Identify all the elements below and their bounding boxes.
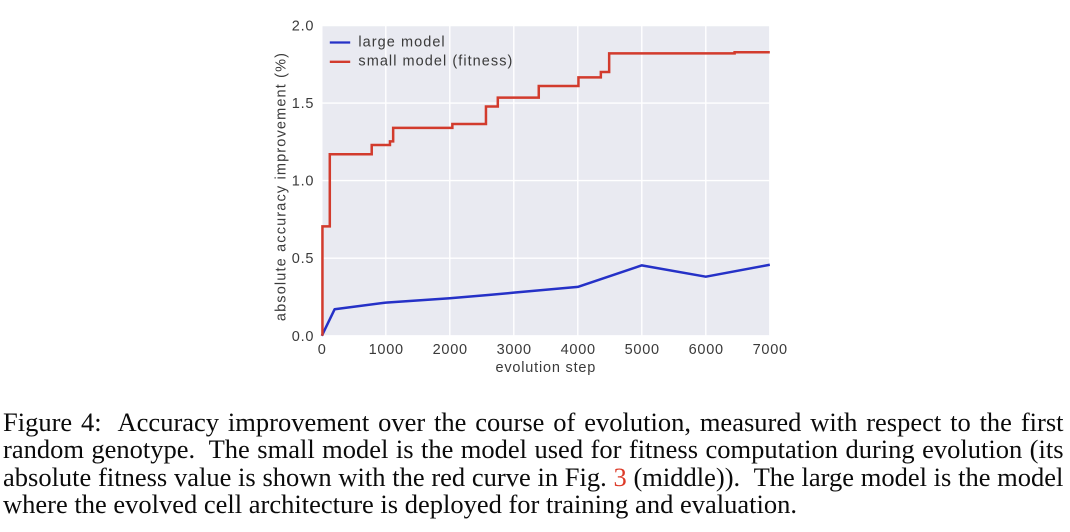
svg-text:1000: 1000	[369, 342, 404, 358]
svg-text:large model: large model	[358, 34, 445, 50]
svg-text:6000: 6000	[689, 342, 724, 358]
svg-text:2.0: 2.0	[292, 19, 314, 35]
svg-text:4000: 4000	[561, 342, 596, 358]
svg-text:absolute accuracy improvement: absolute accuracy improvement (%)	[274, 52, 290, 321]
svg-text:1.5: 1.5	[292, 96, 314, 112]
svg-text:3000: 3000	[497, 342, 532, 358]
svg-text:0.5: 0.5	[292, 251, 314, 267]
svg-text:small model (fitness): small model (fitness)	[358, 54, 513, 70]
svg-text:evolution step: evolution step	[495, 360, 596, 376]
svg-text:7000: 7000	[753, 342, 788, 358]
svg-text:0: 0	[318, 342, 327, 358]
svg-text:2000: 2000	[433, 342, 468, 358]
svg-text:1.0: 1.0	[292, 174, 314, 190]
svg-text:0.0: 0.0	[292, 329, 314, 345]
svg-text:5000: 5000	[625, 342, 660, 358]
